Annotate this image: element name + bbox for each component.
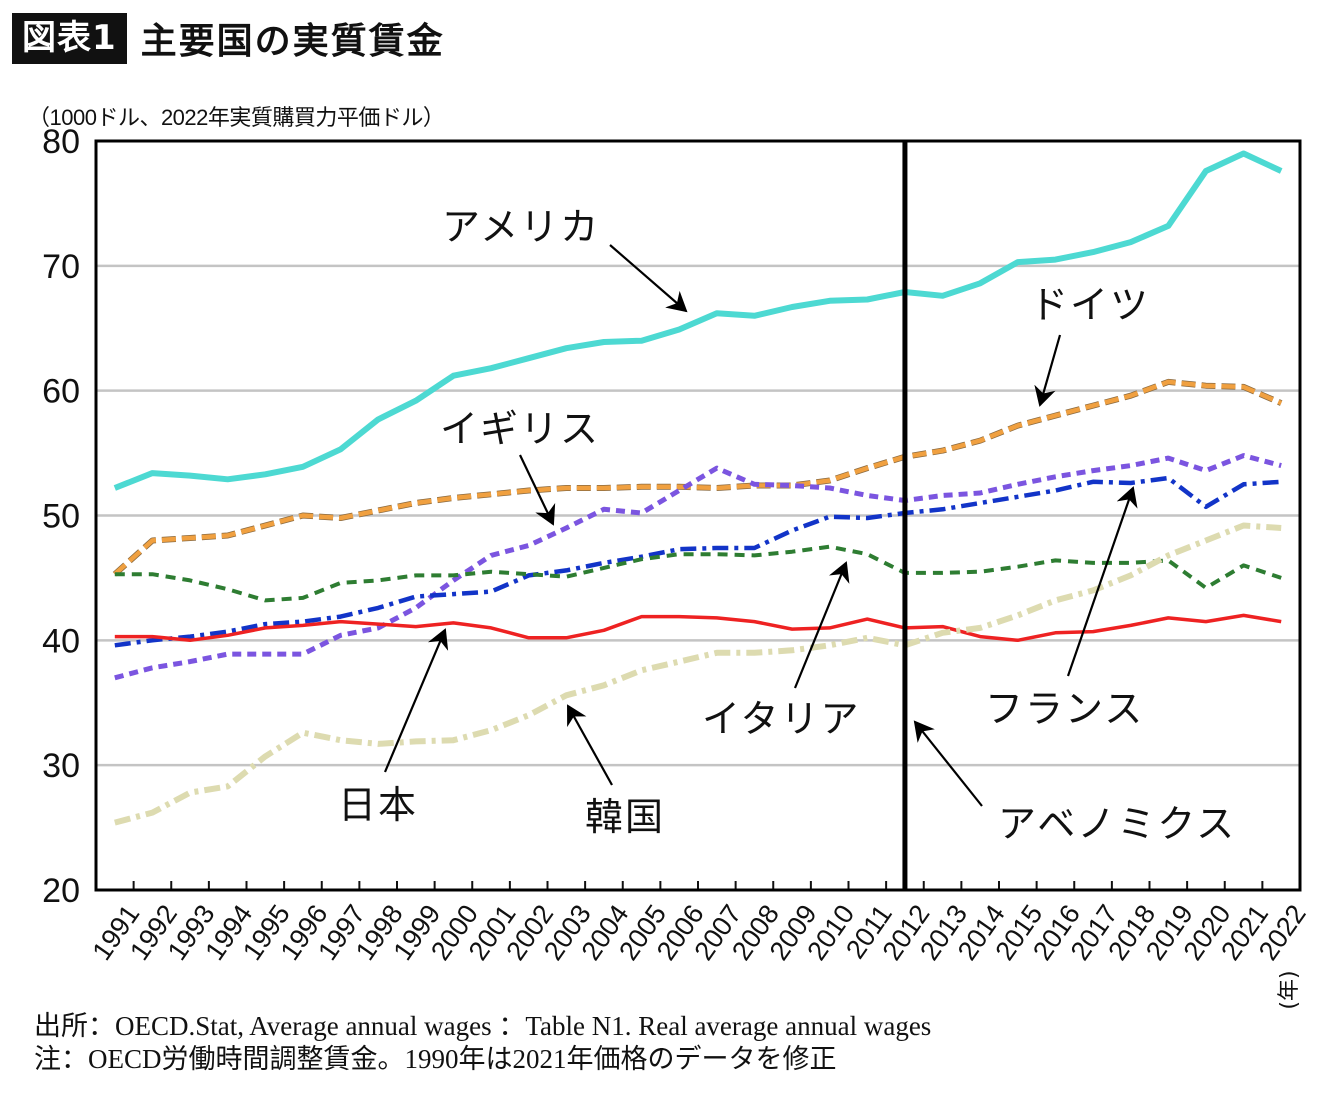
series-line-germany	[113, 379, 1283, 576]
figure-header: 図表1 主要国の実質賃金	[12, 12, 445, 64]
series-line-italy	[114, 544, 1282, 603]
annotation-label-korea: 韓国	[585, 795, 665, 839]
annotation-uk: イギリス	[440, 407, 600, 526]
series-line-france	[114, 475, 1282, 648]
annotation-arrow-korea	[567, 704, 613, 786]
series-lines	[112, 150, 1283, 826]
annotation-label-usa: アメリカ	[442, 205, 600, 249]
annotation-abenomics: アベノミクス	[913, 720, 1236, 846]
y-tick-label-40: 40	[42, 622, 80, 660]
y-axis-unit-label: （1000ドル、2022年実質購買力平価ドル）	[28, 105, 445, 130]
annotation-japan: 日本	[338, 628, 449, 827]
footnote: 注：OECD労働時間調整賃金。1990年は2021年価格のデータを修正	[34, 1044, 837, 1074]
annotation-label-germany: ドイツ	[1030, 283, 1150, 327]
annotation-label-abenomics: アベノミクス	[998, 802, 1236, 846]
x-axis-unit-label: (年)	[1277, 970, 1302, 1009]
notes: 出所：OECD.Stat, Average annual wages ：Tabl…	[34, 1010, 931, 1076]
y-tick-label-60: 60	[42, 373, 80, 411]
gridlines	[96, 264, 1300, 767]
figure-title: 主要国の実質賃金	[140, 21, 445, 62]
annotation-arrow-france	[1066, 486, 1138, 677]
y-tick-label-50: 50	[42, 498, 80, 536]
y-tick-label-70: 70	[42, 248, 80, 286]
annotation-arrow-germany	[1034, 334, 1062, 407]
annotation-label-france: フランス	[985, 687, 1144, 731]
y-tick-label-20: 20	[42, 872, 80, 910]
y-tick-label-80: 80	[42, 123, 80, 161]
annotation-korea: 韓国	[567, 704, 665, 839]
annotation-label-japan: 日本	[338, 783, 418, 827]
annotation-france: フランス	[985, 486, 1144, 731]
annotation-label-italy: イタリア	[702, 697, 860, 741]
annotation-arrow-abenomics	[913, 720, 983, 807]
annotation-italy: イタリア	[702, 561, 860, 741]
annotation-germany: ドイツ	[1030, 283, 1150, 407]
series-line-uk	[114, 453, 1282, 681]
annotation-arrow-uk	[519, 454, 556, 526]
y-tick-label-30: 30	[42, 747, 80, 785]
annotation-arrow-italy	[793, 561, 850, 689]
annotation-label-uk: イギリス	[440, 407, 600, 451]
series-line-korea	[114, 522, 1282, 826]
source-note: 出所：OECD.Stat, Average annual wages ：Tabl…	[34, 1011, 932, 1041]
line-chart: 20 30 40 50 60 70 80 1991199219931994199519961…	[42, 123, 1312, 1010]
plot-border	[94, 139, 1302, 892]
series-line-usa	[113, 150, 1283, 491]
figure-number-badge: 図表1	[12, 12, 127, 64]
x-axis-ticks: 1991199219931994199519961997199819992000…	[86, 881, 1312, 1010]
plot-frame	[94, 139, 1302, 892]
annotation-arrow-japan	[383, 628, 449, 773]
annotation-arrow-usa	[609, 244, 688, 313]
annotation-usa: アメリカ	[442, 205, 688, 313]
y-axis-ticks: 20 30 40 50 60 70 80	[42, 123, 80, 910]
series-line-japan	[114, 613, 1282, 643]
